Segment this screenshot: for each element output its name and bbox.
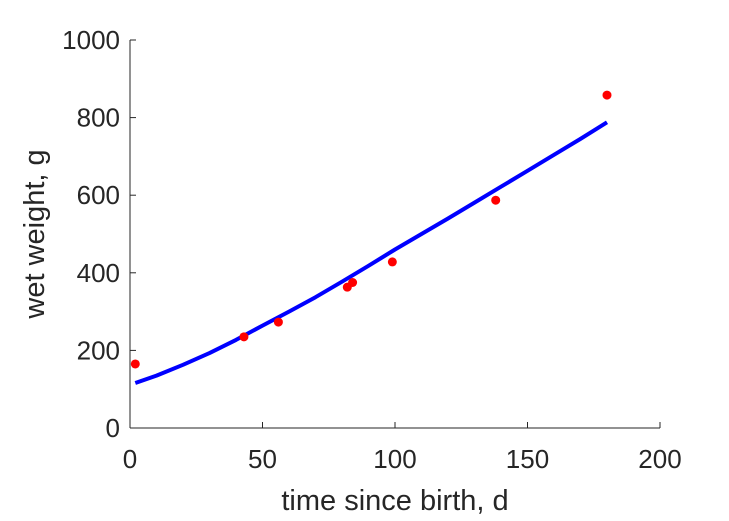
- x-axis-ticks: 0 50 100 150 200: [123, 422, 682, 474]
- data-point: [130, 359, 140, 369]
- data-point: [348, 278, 358, 287]
- x-tick-label: 100: [373, 444, 416, 474]
- y-tick-label: 400: [77, 258, 120, 288]
- data-point: [602, 90, 612, 100]
- data-point: [491, 195, 501, 205]
- y-axis-label: wet weight, g: [19, 149, 51, 319]
- plot-area: [130, 90, 612, 385]
- y-tick-label: 800: [77, 103, 120, 133]
- x-tick-label: 200: [638, 444, 681, 474]
- fit-curve: [134, 120, 609, 385]
- x-tick-label: 0: [123, 444, 137, 474]
- y-tick-label: 1000: [62, 25, 120, 55]
- x-tick-label: 50: [248, 444, 277, 474]
- y-axis-ticks: 0 200 400 600 800 1000: [62, 25, 136, 443]
- y-tick-label: 600: [77, 180, 120, 210]
- axes: [129, 40, 660, 429]
- x-tick-label: 150: [506, 444, 549, 474]
- data-point: [239, 332, 249, 342]
- y-tick-label: 200: [77, 335, 120, 365]
- y-tick-label: 0: [106, 413, 120, 443]
- data-point: [273, 317, 283, 327]
- data-point: [387, 257, 397, 267]
- x-axis-label: time since birth, d: [281, 485, 508, 517]
